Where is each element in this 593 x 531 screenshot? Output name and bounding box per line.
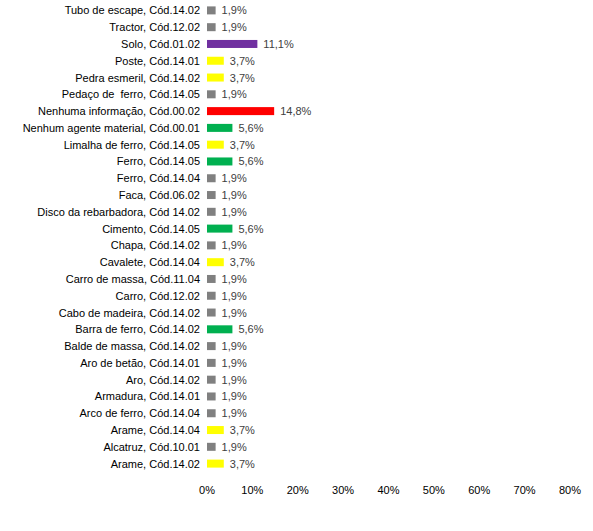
bar	[207, 57, 224, 65]
category-label: Chapa, Cód.14.02	[111, 239, 200, 251]
bar	[207, 443, 216, 451]
bar	[207, 157, 232, 165]
category-label: Armadura, Cód.14.01	[95, 390, 200, 402]
category-label: Cavalete, Cód.14.04	[100, 256, 200, 268]
data-label: 1,9%	[222, 441, 247, 453]
category-label: Carro de massa, Cód.11.04	[66, 273, 200, 285]
data-label: 1,9%	[222, 374, 247, 386]
data-label: 1,9%	[222, 172, 247, 184]
data-label: 3,7%	[230, 256, 255, 268]
data-label: 1,9%	[222, 290, 247, 302]
data-label: 3,7%	[230, 72, 255, 84]
x-tick-label: 30%	[332, 484, 354, 496]
bar	[207, 342, 216, 350]
bar	[207, 309, 216, 317]
data-label: 1,9%	[222, 273, 247, 285]
data-label: 3,7%	[230, 55, 255, 67]
x-tick-label: 80%	[559, 484, 581, 496]
bar	[207, 275, 216, 283]
bar	[207, 124, 232, 132]
x-tick-label: 20%	[287, 484, 309, 496]
data-label: 1,9%	[222, 407, 247, 419]
bar	[207, 258, 224, 266]
category-label: Solo, Cód.01.02	[121, 38, 200, 50]
x-tick-label: 0%	[199, 484, 215, 496]
bar	[207, 191, 216, 199]
data-label: 1,9%	[222, 239, 247, 251]
data-label: 1,9%	[222, 4, 247, 16]
data-label: 5,6%	[238, 122, 263, 134]
category-label: Nenhuma informação, Cód.00.02	[38, 105, 200, 117]
category-label: Cabo de madeira, Cód.14.02	[59, 307, 200, 319]
bar	[207, 392, 216, 400]
bar	[207, 40, 257, 48]
category-label: Cimento, Cód.14.05	[102, 223, 200, 235]
bar	[207, 208, 216, 216]
data-label: 1,9%	[222, 88, 247, 100]
bar	[207, 23, 216, 31]
category-label: Tractor, Cód.12.02	[109, 21, 200, 33]
x-tick-label: 60%	[468, 484, 490, 496]
category-label: Pedra esmeril, Cód.14.02	[75, 72, 200, 84]
data-label: 1,9%	[222, 307, 247, 319]
category-label: Arame, Cód.14.04	[111, 424, 200, 436]
category-label: Arame, Cód.14.02	[111, 458, 200, 470]
category-label: Pedaço de ferro, Cód.14.05	[62, 88, 200, 100]
data-label: 1,9%	[222, 189, 247, 201]
bar	[207, 225, 232, 233]
bar	[207, 141, 224, 149]
category-label: Tubo de escape, Cód.14.02	[65, 4, 200, 16]
data-label: 1,9%	[222, 21, 247, 33]
x-tick-label: 70%	[514, 484, 536, 496]
chart: Tubo de escape, Cód.14.02 1,9% Tractor, Có…	[0, 0, 593, 531]
category-label: Disco da rebarbadora, Cód 14.02	[37, 206, 200, 218]
category-label: Alcatruz, Cód.10.01	[103, 441, 200, 453]
data-label: 5,6%	[238, 223, 263, 235]
category-label: Aro, Cód.14.02	[126, 374, 200, 386]
bar	[207, 359, 216, 367]
bar	[207, 74, 224, 82]
category-label: Arco de ferro, Cód.14.04	[80, 407, 200, 419]
bar	[207, 107, 274, 115]
category-label: Faca, Cód.06.02	[119, 189, 200, 201]
bar	[207, 325, 232, 333]
bar	[207, 241, 216, 249]
data-label: 5,6%	[238, 155, 263, 167]
data-label: 3,7%	[230, 458, 255, 470]
category-label: Aro de betão, Cód.14.01	[80, 357, 200, 369]
x-tick-label: 50%	[423, 484, 445, 496]
category-label: Nenhum agente material, Cód.00.01	[23, 122, 200, 134]
bars	[207, 6, 274, 467]
bar	[207, 174, 216, 182]
data-label: 11,1%	[263, 38, 294, 50]
data-label: 3,7%	[230, 424, 255, 436]
data-label: 1,9%	[222, 357, 247, 369]
data-label: 1,9%	[222, 390, 247, 402]
bar	[207, 426, 224, 434]
data-label: 3,7%	[230, 139, 255, 151]
bar	[207, 460, 224, 468]
category-label: Carro, Cód.12.02	[116, 290, 200, 302]
x-tick-label: 40%	[377, 484, 399, 496]
data-label: 1,9%	[222, 206, 247, 218]
data-label: 5,6%	[238, 323, 263, 335]
x-tick-label: 10%	[241, 484, 263, 496]
bar	[207, 376, 216, 384]
category-label: Ferro, Cód.14.04	[117, 172, 200, 184]
data-label: 14,8%	[280, 105, 311, 117]
category-label: Barra de ferro, Cód.14.02	[75, 323, 200, 335]
bar	[207, 90, 216, 98]
category-label: Poste, Cód.14.01	[115, 55, 200, 67]
bar	[207, 292, 216, 300]
category-label: Ferro, Cód.14.05	[117, 155, 200, 167]
bar	[207, 6, 216, 14]
category-label: Balde de massa, Cód.14.02	[64, 340, 200, 352]
category-label: Limalha de ferro, Cód.14.05	[64, 139, 200, 151]
bar	[207, 409, 216, 417]
data-label: 1,9%	[222, 340, 247, 352]
